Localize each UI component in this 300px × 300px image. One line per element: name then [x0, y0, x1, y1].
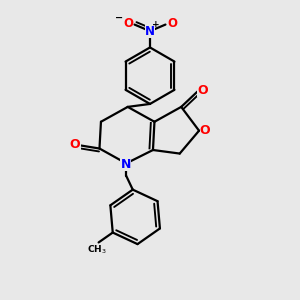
- Text: O: O: [70, 138, 80, 152]
- Text: N: N: [145, 25, 155, 38]
- Text: O: O: [200, 124, 210, 137]
- Text: O: O: [198, 84, 208, 98]
- Text: O: O: [167, 17, 177, 30]
- Text: N: N: [120, 158, 131, 171]
- Text: O: O: [123, 17, 133, 30]
- Text: CH$_3$: CH$_3$: [87, 244, 107, 256]
- Text: −: −: [115, 13, 123, 23]
- Text: +: +: [152, 20, 159, 29]
